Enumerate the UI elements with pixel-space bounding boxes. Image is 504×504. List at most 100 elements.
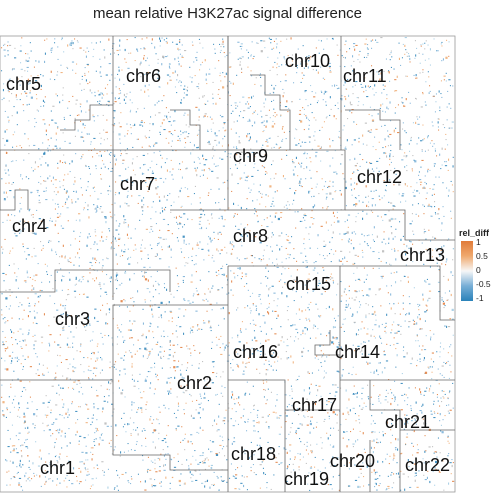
signal-cell <box>168 301 170 304</box>
signal-cell <box>265 171 267 173</box>
signal-cell <box>53 422 55 424</box>
signal-cell <box>108 105 110 107</box>
signal-cell <box>239 488 241 490</box>
signal-cell <box>260 260 262 262</box>
signal-cell <box>327 412 329 414</box>
signal-cell <box>292 169 294 171</box>
signal-cell <box>278 235 281 237</box>
signal-cell <box>367 245 369 247</box>
signal-cell <box>136 48 138 50</box>
signal-cell <box>119 455 121 457</box>
signal-cell <box>370 129 372 131</box>
signal-cell <box>54 465 56 467</box>
signal-cell <box>333 215 335 217</box>
signal-cell <box>405 49 407 51</box>
signal-cell <box>356 123 358 125</box>
signal-cell <box>286 480 288 482</box>
signal-cell <box>164 115 166 117</box>
signal-cell <box>143 428 145 430</box>
signal-cell <box>441 222 443 225</box>
signal-cell <box>447 326 451 328</box>
signal-cell <box>94 280 96 282</box>
signal-cell <box>309 169 311 171</box>
signal-cell <box>230 128 232 130</box>
signal-cell <box>404 414 406 416</box>
signal-cell <box>379 78 381 80</box>
signal-cell <box>183 483 185 485</box>
signal-cell <box>45 134 47 136</box>
signal-cell <box>6 139 9 142</box>
signal-cell <box>388 219 391 222</box>
signal-cell <box>333 253 335 255</box>
signal-cell <box>193 144 195 147</box>
signal-cell <box>80 187 82 189</box>
signal-cell <box>7 446 10 448</box>
signal-cell <box>118 387 120 389</box>
signal-cell <box>309 391 311 393</box>
signal-cell <box>157 282 159 284</box>
signal-cell <box>248 456 250 460</box>
signal-cell <box>57 162 59 164</box>
signal-cell <box>56 216 60 218</box>
signal-cell <box>387 401 389 403</box>
signal-cell <box>219 347 221 349</box>
signal-cell <box>260 240 262 242</box>
signal-cell <box>116 278 118 280</box>
signal-cell <box>416 335 418 337</box>
signal-cell <box>153 393 155 395</box>
signal-cell <box>346 431 348 433</box>
signal-cell <box>294 458 296 460</box>
signal-cell <box>448 79 451 81</box>
signal-cell <box>210 451 212 453</box>
signal-cell <box>242 96 245 98</box>
signal-cell <box>47 401 50 403</box>
signal-cell <box>218 403 220 405</box>
signal-cell <box>371 115 373 117</box>
signal-cell <box>135 248 137 250</box>
signal-cell <box>382 431 384 433</box>
signal-cell <box>125 102 127 104</box>
signal-cell <box>150 226 153 228</box>
signal-cell <box>207 400 209 402</box>
signal-cell <box>422 69 424 71</box>
signal-cell <box>307 416 309 418</box>
signal-cell <box>299 459 301 461</box>
signal-cell <box>211 118 213 120</box>
signal-cell <box>221 274 223 276</box>
signal-cell <box>390 293 392 296</box>
signal-cell <box>368 288 371 291</box>
signal-cell <box>374 482 376 484</box>
signal-cell <box>50 110 52 112</box>
signal-cell <box>446 404 448 406</box>
signal-cell <box>201 328 203 330</box>
signal-cell <box>430 385 432 388</box>
signal-cell <box>129 310 131 312</box>
signal-cell <box>4 55 6 57</box>
signal-cell <box>362 210 364 212</box>
signal-cell <box>2 331 4 333</box>
signal-cell <box>221 448 223 450</box>
signal-cell <box>149 478 152 480</box>
signal-cell <box>374 473 376 475</box>
signal-cell <box>364 122 367 124</box>
signal-cell <box>265 403 267 405</box>
signal-cell <box>60 225 62 227</box>
signal-cell <box>85 51 87 53</box>
signal-cell <box>198 217 201 219</box>
signal-cell <box>274 457 277 459</box>
signal-cell <box>452 318 454 320</box>
signal-cell <box>145 228 148 230</box>
signal-cell <box>233 398 235 400</box>
signal-cell <box>450 217 452 219</box>
signal-cell <box>302 107 304 109</box>
signal-cell <box>404 249 406 251</box>
signal-cell <box>422 458 424 460</box>
signal-cell <box>384 330 386 332</box>
signal-cell <box>289 209 291 211</box>
signal-cell <box>289 431 291 433</box>
signal-cell <box>357 104 359 106</box>
signal-cell <box>386 98 388 100</box>
signal-cell <box>447 144 449 146</box>
signal-cell <box>210 214 212 216</box>
signal-cell <box>81 75 83 77</box>
